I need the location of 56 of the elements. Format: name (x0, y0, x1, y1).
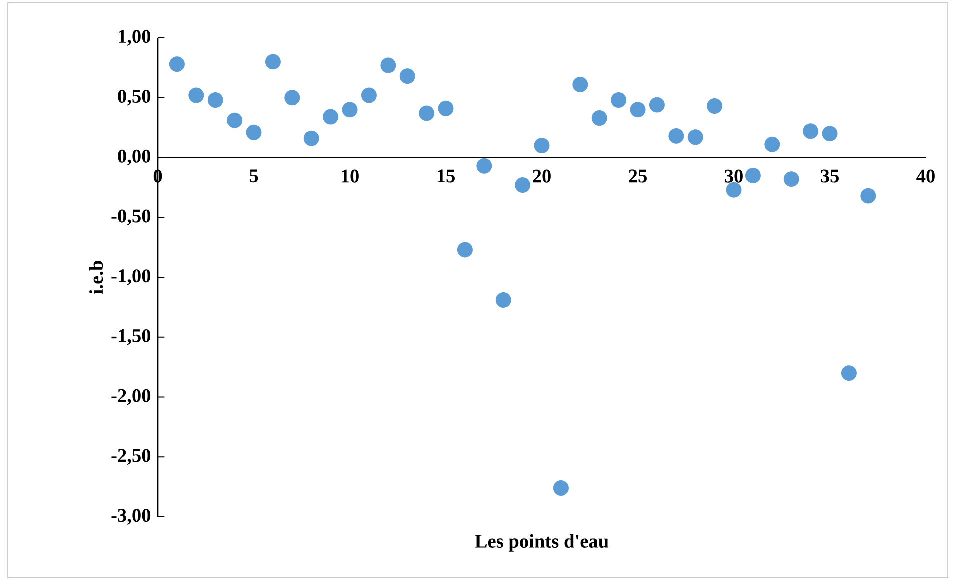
point (668, 128, 684, 144)
point (227, 112, 243, 128)
point (707, 98, 723, 114)
point (764, 136, 780, 152)
x-tick-label: 20 (533, 170, 551, 183)
point (400, 68, 416, 84)
x-tick-label: 15 (438, 170, 455, 183)
point (284, 90, 300, 106)
point (630, 102, 646, 118)
point (572, 76, 588, 92)
x-tick-label: 5 (250, 170, 258, 183)
y-tick-label: -1,50 (112, 329, 151, 346)
point (822, 126, 838, 142)
y-tick-label: 0,00 (118, 150, 151, 166)
point (496, 292, 512, 308)
point (419, 106, 435, 122)
point (534, 138, 550, 154)
point (611, 92, 627, 108)
y-tick-label: -2,50 (112, 449, 151, 466)
point (745, 168, 761, 184)
point (457, 242, 473, 258)
point (688, 130, 704, 146)
point (265, 54, 281, 70)
y-tick-label: -2,00 (112, 389, 151, 406)
y-tick-label: 1,00 (119, 30, 151, 46)
point (169, 56, 185, 72)
x-tick-label: 40 (916, 170, 935, 183)
point (515, 178, 531, 194)
point (726, 182, 742, 198)
point (649, 97, 665, 113)
point (860, 188, 876, 204)
point (361, 88, 377, 104)
point (208, 92, 224, 108)
point (246, 124, 262, 140)
x-tick-label: 10 (342, 170, 359, 183)
x-axis-title: Les points d'eau (475, 534, 609, 552)
x-tick-label: 30 (725, 170, 743, 183)
point (784, 172, 800, 188)
point (380, 58, 396, 74)
point (188, 88, 204, 104)
point (476, 158, 492, 174)
y-tick-label: 0,50 (118, 90, 151, 106)
point (323, 109, 339, 125)
point (803, 124, 819, 140)
point (304, 130, 320, 146)
y-axis-title: i.e.b (90, 261, 104, 294)
y-tick-label: -3,00 (112, 509, 151, 525)
x-tick-label: 35 (821, 170, 839, 183)
point (553, 480, 569, 496)
y-tick-label: -0,50 (112, 210, 151, 226)
point (592, 110, 608, 126)
point (438, 100, 454, 116)
point (841, 366, 857, 382)
point (342, 102, 358, 118)
y-tick-label: -1,00 (112, 270, 151, 286)
x-tick-label: 25 (629, 170, 647, 183)
